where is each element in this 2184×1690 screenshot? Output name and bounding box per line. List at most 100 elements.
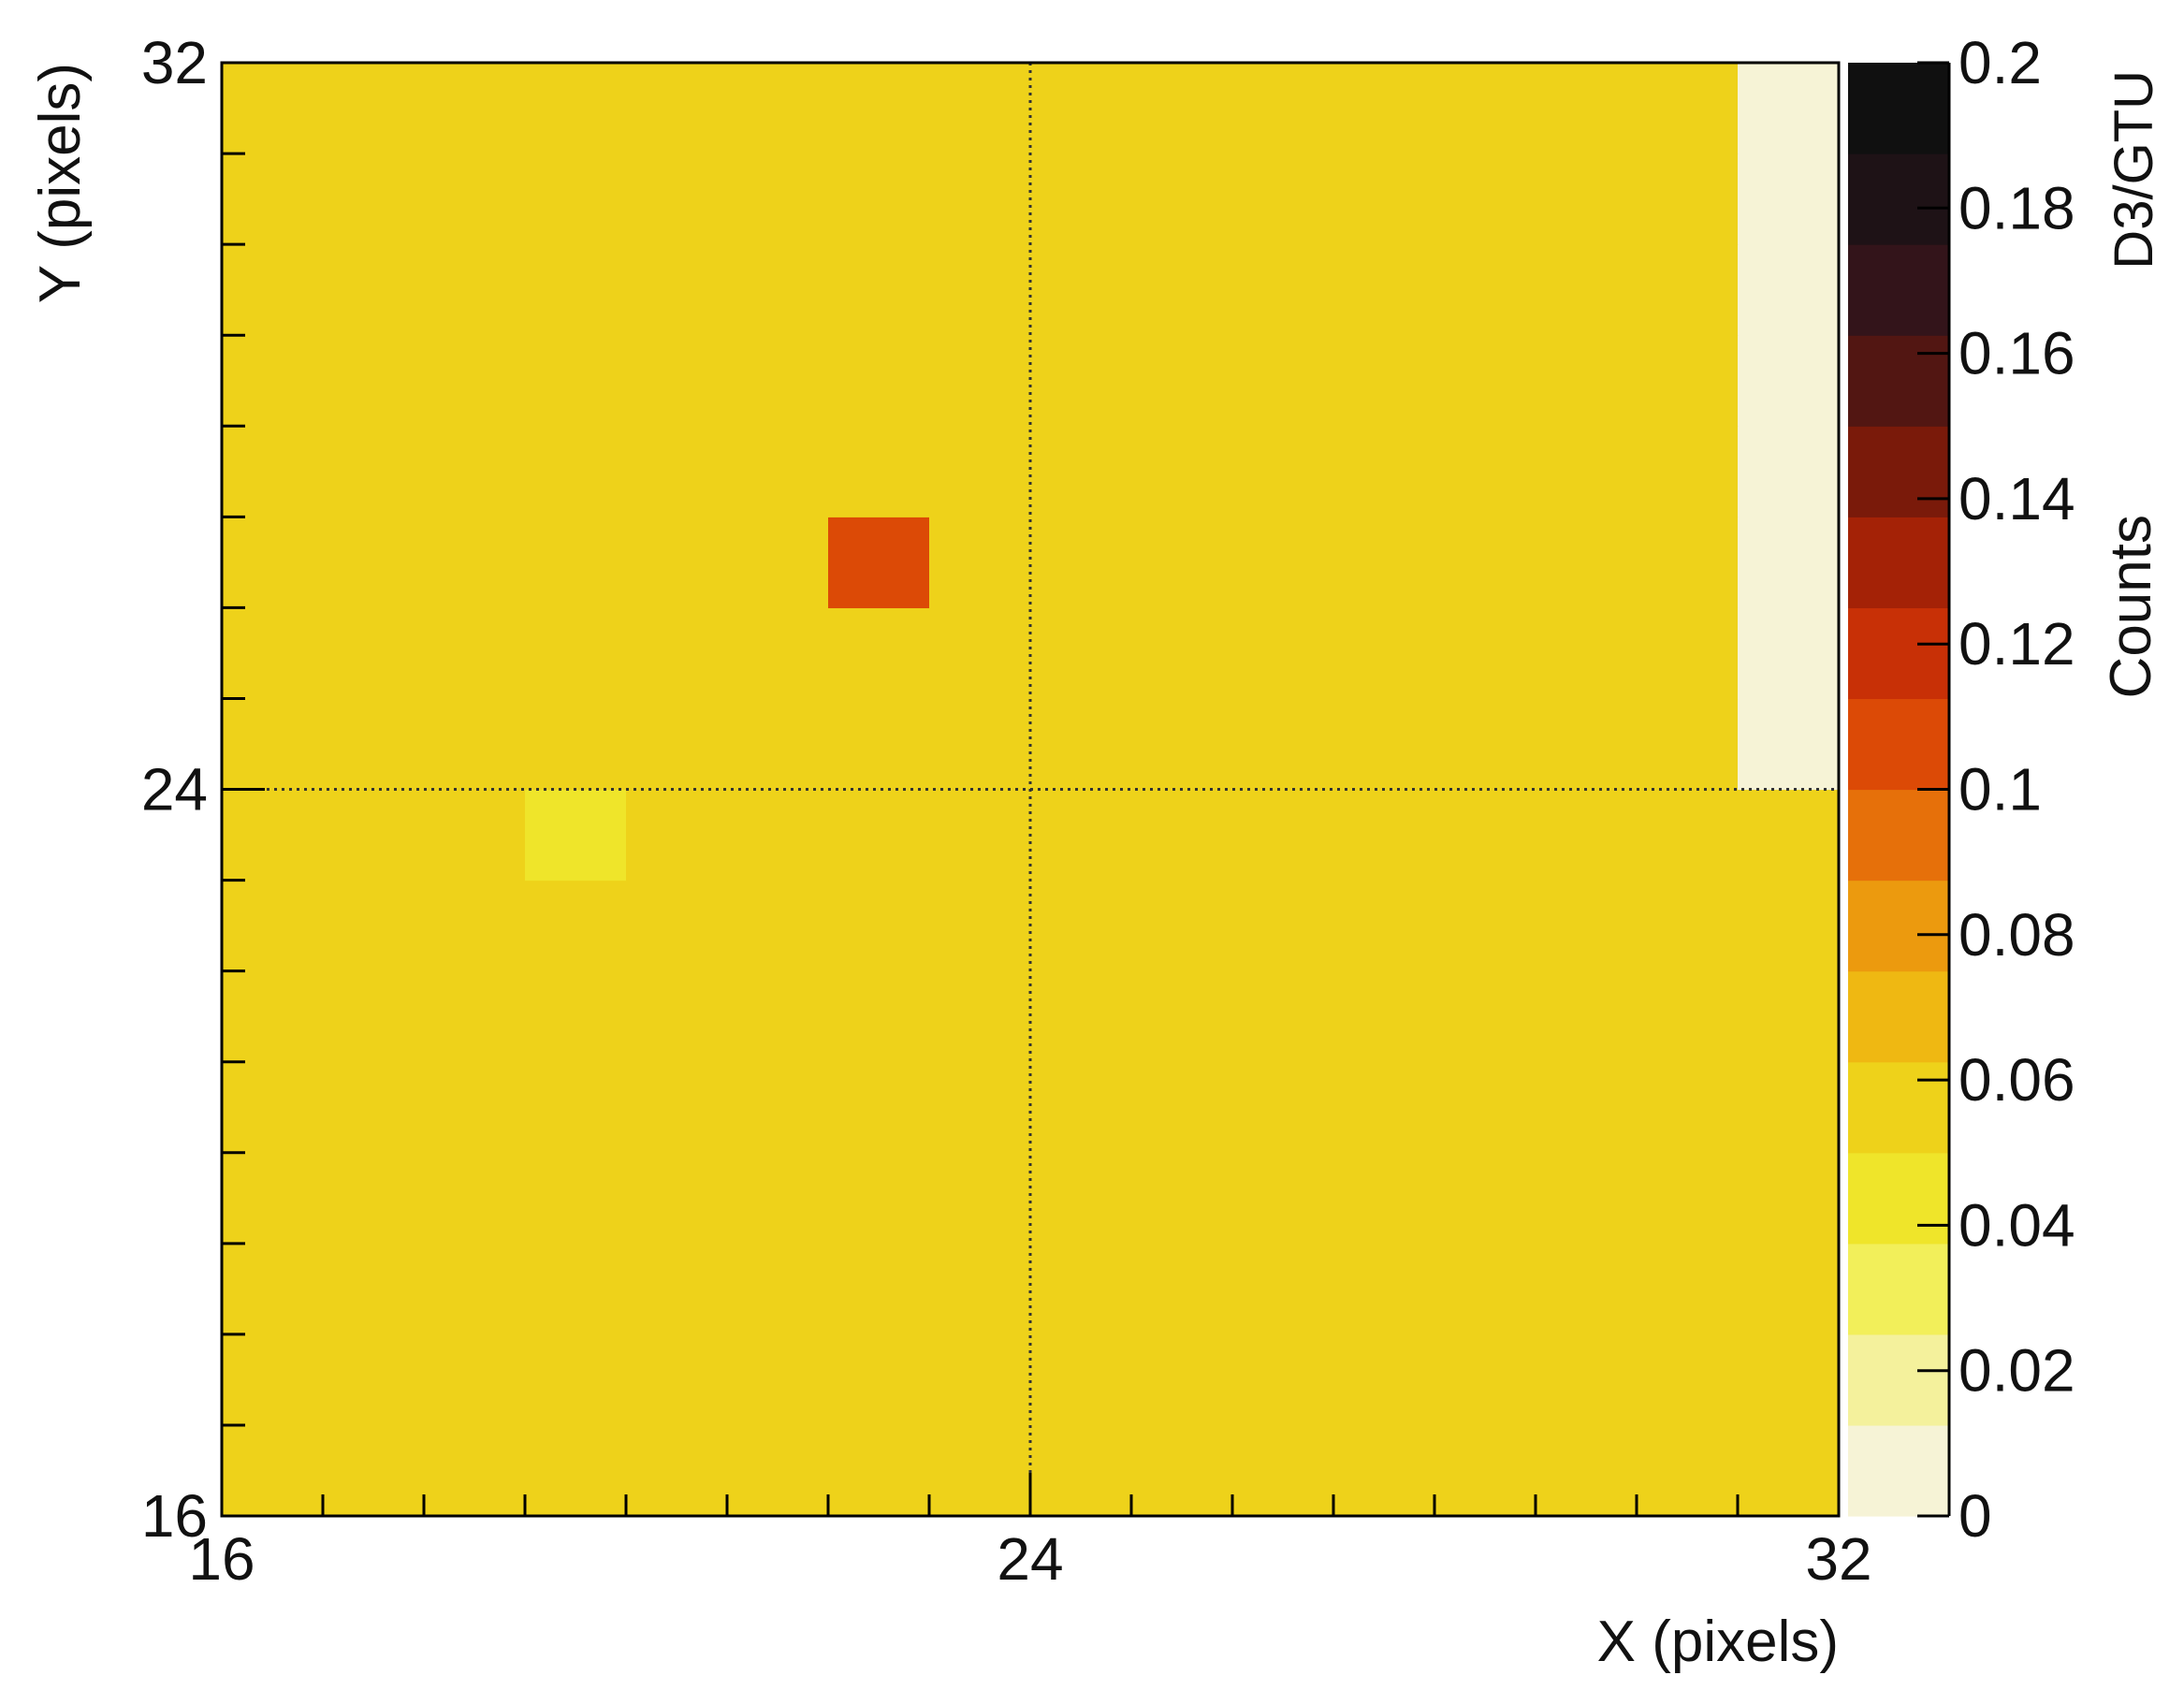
heatmap-cell	[1333, 698, 1435, 791]
heatmap-cell	[727, 1424, 829, 1517]
heatmap-cell	[727, 1333, 829, 1426]
color-bar-segment	[1848, 153, 1949, 245]
heatmap-cell	[323, 1424, 425, 1517]
heatmap-cell	[1232, 1061, 1334, 1154]
heatmap-cell	[1536, 244, 1638, 336]
heatmap-cell	[323, 153, 425, 245]
heatmap-cell	[626, 789, 728, 881]
heatmap-cell	[525, 1061, 627, 1154]
y-axis: 16 24 32	[141, 29, 265, 1550]
heatmap-cell	[1333, 335, 1435, 427]
heatmap-cell	[626, 880, 728, 972]
heatmap-cell	[1738, 1152, 1840, 1245]
heatmap-cell	[222, 517, 324, 608]
heatmap-cell	[929, 335, 1031, 427]
heatmap-cell	[1333, 789, 1435, 881]
heatmap-cell	[1738, 1243, 1840, 1335]
heatmap-cell	[222, 698, 324, 791]
heatmap-cell	[1738, 63, 1840, 154]
color-bar-tick-label: 0.1	[1958, 756, 2042, 823]
heatmap-cell	[323, 244, 425, 336]
heatmap-cell	[525, 63, 627, 154]
x-axis: 16 24 32	[188, 1473, 1872, 1593]
heatmap-cell	[1536, 698, 1638, 791]
heatmap-cell	[222, 244, 324, 336]
color-bar-tick-label: 0	[1958, 1482, 1992, 1550]
heatmap-cell	[1434, 698, 1536, 791]
heatmap-cell	[1637, 1333, 1739, 1426]
heatmap-cell	[727, 426, 829, 517]
heatmap-cell	[929, 1243, 1031, 1335]
color-bar-segment	[1848, 1152, 1949, 1245]
heatmap-cell	[1232, 1333, 1334, 1426]
heatmap-cell	[1637, 607, 1739, 700]
heatmap-cell	[323, 1333, 425, 1426]
heatmap-cell	[1434, 970, 1536, 1063]
color-bar-segment	[1848, 698, 1949, 791]
heatmap-cell	[1738, 1333, 1840, 1426]
heatmap-cell	[929, 153, 1031, 245]
heatmap-cell	[222, 1243, 324, 1335]
heatmap-cell	[929, 517, 1031, 608]
heatmap-cell	[525, 426, 627, 517]
heatmap-cell	[222, 63, 324, 154]
heatmap-cell	[1434, 607, 1536, 700]
heatmap-cell	[1030, 698, 1132, 791]
heatmap-cell	[1333, 153, 1435, 245]
heatmap-cell	[828, 1333, 930, 1426]
color-bar-tick-label: 0.02	[1958, 1337, 2075, 1405]
heatmap-cell	[929, 63, 1031, 154]
y-tick-label: 24	[141, 756, 208, 823]
heatmap-cell	[1333, 880, 1435, 972]
heatmap-cell	[1434, 789, 1536, 881]
heatmap-cell	[424, 244, 526, 336]
heatmap-cell	[626, 1333, 728, 1426]
heatmap-cell	[525, 880, 627, 972]
x-tick-label: 32	[1805, 1525, 1871, 1593]
heatmap-cell	[1030, 970, 1132, 1063]
heatmap-cell	[1536, 1424, 1638, 1517]
heatmap-cell	[1536, 1333, 1638, 1426]
heatmap-cell	[1738, 880, 1840, 972]
heatmap-cell	[828, 1061, 930, 1154]
heatmap-cell	[626, 517, 728, 608]
heatmap-cell	[929, 1152, 1031, 1245]
heatmap-cell	[222, 607, 324, 700]
heatmap-cell	[1738, 789, 1840, 881]
heatmap-cell	[727, 607, 829, 700]
heatmap-cell	[525, 1333, 627, 1426]
heatmap-cell	[1738, 607, 1840, 700]
heatmap-cell	[828, 426, 930, 517]
dotted-gridlines	[222, 63, 1839, 1516]
heatmap-cell	[323, 698, 425, 791]
heatmap-cell	[1637, 335, 1739, 427]
heatmap-cell	[1637, 970, 1739, 1063]
heatmap-cell	[1333, 1152, 1435, 1245]
y-axis-title: Y (pixels)	[28, 63, 93, 303]
heatmap-cell	[525, 970, 627, 1063]
heatmap-cell	[828, 698, 930, 791]
heatmap-cell	[1738, 517, 1840, 608]
heatmap-cell	[1637, 63, 1739, 154]
heatmap-cell	[1637, 426, 1739, 517]
heatmap-cell	[1030, 517, 1132, 608]
heatmap-cell	[727, 698, 829, 791]
heatmap-cell	[1030, 244, 1132, 336]
color-bar-segment	[1848, 880, 1949, 972]
heatmap-cell	[1434, 335, 1536, 427]
heatmap-cell	[424, 789, 526, 881]
heatmap-cell	[727, 517, 829, 608]
heatmap-cell	[929, 244, 1031, 336]
heatmap-cell	[323, 1152, 425, 1245]
heatmap-cell	[1030, 880, 1132, 972]
heatmap-cell	[1232, 153, 1334, 245]
color-bar-tick-label: 0.2	[1958, 29, 2042, 96]
heatmap-cell	[1434, 63, 1536, 154]
heatmap-cell	[1536, 789, 1638, 881]
heatmap-cell	[1131, 1243, 1233, 1335]
heatmap-cell	[1131, 1333, 1233, 1426]
heatmap-cell	[1131, 244, 1233, 336]
heatmap-cell	[424, 698, 526, 791]
heatmap-cell	[1637, 789, 1739, 881]
heatmap-cell	[626, 1152, 728, 1245]
